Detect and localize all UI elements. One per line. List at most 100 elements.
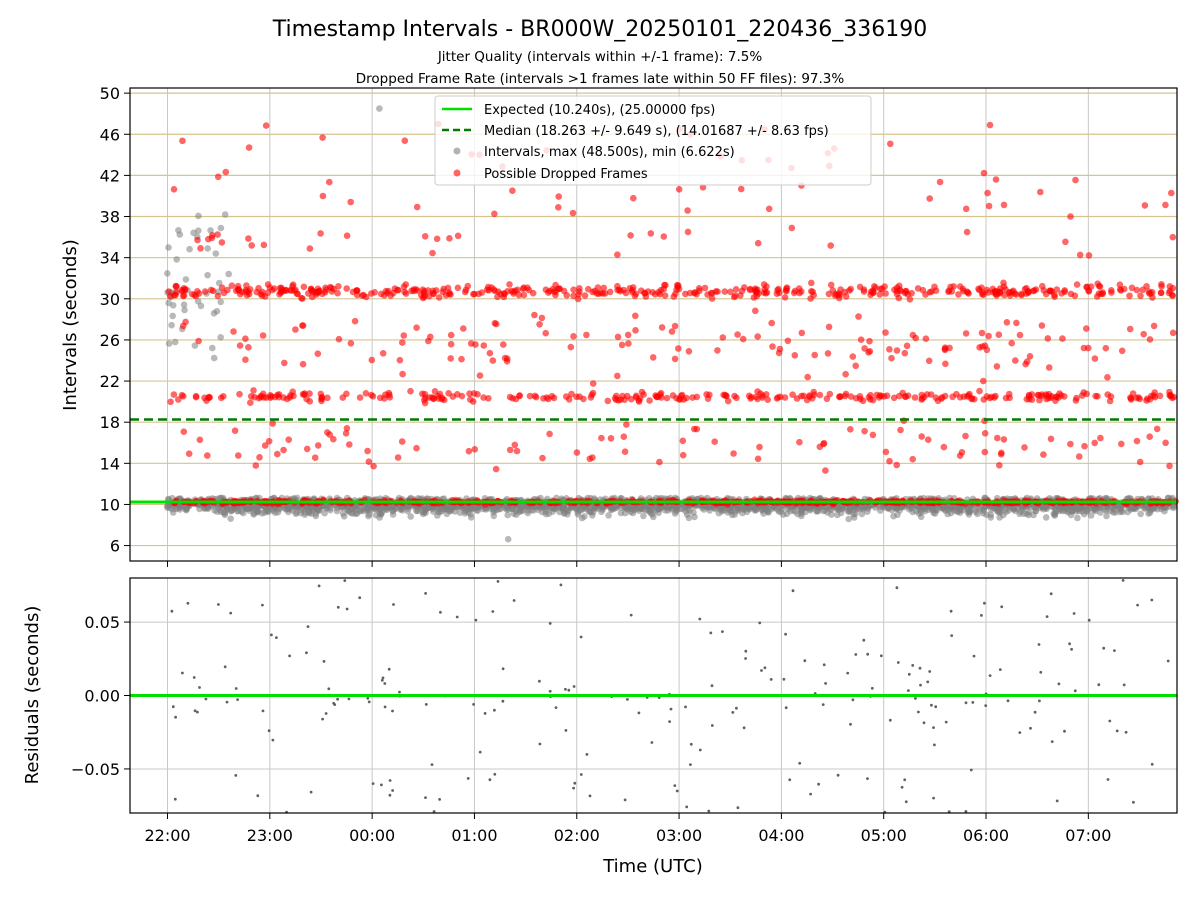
interval-point bbox=[828, 511, 835, 518]
dropped-frame-point bbox=[536, 321, 543, 328]
dropped-frame-point bbox=[242, 335, 249, 343]
legend-intervals-label: Intervals, max (48.500s), min (6.622s) bbox=[484, 145, 735, 160]
dropped-frame-point bbox=[1096, 282, 1103, 290]
residual-point bbox=[424, 592, 427, 595]
residual-point bbox=[866, 652, 870, 656]
dropped-frame-point bbox=[932, 394, 940, 402]
dropped-frame-point bbox=[526, 392, 534, 400]
dropped-frame-point bbox=[953, 390, 960, 398]
residual-point bbox=[317, 584, 321, 588]
dropped-frame-point bbox=[947, 283, 954, 291]
dropped-frame-point bbox=[280, 446, 287, 454]
residual-point bbox=[879, 654, 883, 658]
interval-point bbox=[182, 276, 190, 283]
dropped-frame-point bbox=[539, 454, 546, 462]
residual-point bbox=[784, 706, 788, 710]
residual-point bbox=[367, 700, 371, 704]
residual-point bbox=[930, 703, 933, 707]
dropped-frame-point bbox=[721, 288, 729, 295]
dropped-frame-point bbox=[306, 390, 313, 397]
dropped-frame-point bbox=[886, 457, 893, 465]
interval-point bbox=[589, 512, 596, 519]
dropped-frame-point bbox=[876, 291, 884, 298]
residual-point bbox=[836, 773, 840, 777]
residual-point bbox=[673, 784, 677, 787]
dropped-frame-point bbox=[1062, 238, 1069, 246]
dropped-frame-point bbox=[600, 284, 608, 292]
residual-point bbox=[803, 659, 807, 663]
dropped-frame-point bbox=[419, 286, 427, 294]
dropped-frame-point bbox=[995, 331, 1003, 339]
interval-point bbox=[1090, 505, 1098, 513]
interval-point bbox=[706, 507, 713, 514]
dropped-frame-point bbox=[365, 458, 373, 466]
residual-point bbox=[744, 649, 748, 653]
dropped-frame-point bbox=[586, 455, 594, 463]
dropped-frame-point bbox=[322, 286, 330, 294]
dropped-frame-point bbox=[684, 207, 691, 214]
dropped-frame-point bbox=[911, 394, 919, 401]
dropped-frame-point bbox=[282, 287, 290, 294]
dropped-frame-point bbox=[632, 312, 639, 320]
dropped-frame-point bbox=[191, 291, 198, 299]
dropped-frame-point bbox=[962, 330, 970, 337]
interval-point bbox=[965, 511, 973, 518]
residual-point bbox=[1006, 699, 1010, 703]
dropped-frame-point bbox=[471, 290, 478, 298]
dropped-frame-point bbox=[849, 353, 857, 360]
residual-point bbox=[391, 709, 394, 713]
interval-point bbox=[1025, 511, 1032, 519]
residual-point bbox=[964, 701, 968, 705]
residual-point bbox=[1018, 731, 1022, 734]
dropped-frame-point bbox=[266, 284, 274, 291]
residual-point bbox=[817, 782, 820, 786]
dropped-frame-point bbox=[362, 390, 370, 397]
dropped-frame-point bbox=[421, 292, 429, 299]
dropped-frame-point bbox=[709, 290, 716, 297]
intervals-y-tick-label: 42 bbox=[100, 166, 120, 185]
dropped-frame-point bbox=[980, 377, 987, 385]
dropped-frame-point bbox=[789, 391, 796, 399]
dropped-frame-point bbox=[181, 286, 189, 294]
dropped-frame-point bbox=[986, 121, 994, 129]
dropped-frame-point bbox=[842, 293, 850, 300]
dropped-frame-point bbox=[941, 346, 949, 354]
dropped-frame-point bbox=[194, 236, 201, 244]
dropped-frame-point bbox=[1040, 451, 1047, 458]
dropped-frame-point bbox=[335, 335, 343, 343]
dropped-frame-point bbox=[574, 295, 582, 303]
residual-point bbox=[888, 718, 892, 722]
dropped-frame-point bbox=[568, 390, 575, 398]
dropped-frame-point bbox=[511, 441, 519, 449]
interval-point bbox=[168, 321, 175, 329]
dropped-frame-point bbox=[733, 394, 740, 402]
dropped-frame-point bbox=[1133, 286, 1141, 294]
residual-point bbox=[192, 676, 196, 679]
residual-point bbox=[1124, 730, 1128, 734]
dropped-frame-point bbox=[461, 288, 469, 296]
dropped-frame-point bbox=[595, 290, 602, 298]
dropped-frame-point bbox=[691, 289, 699, 296]
dropped-frame-point bbox=[236, 390, 243, 398]
dropped-frame-point bbox=[446, 235, 453, 242]
interval-point bbox=[490, 512, 498, 520]
interval-point bbox=[300, 505, 307, 513]
residual-point bbox=[171, 705, 175, 709]
residual-point bbox=[1132, 800, 1135, 804]
dropped-frame-point bbox=[711, 438, 718, 446]
dropped-frame-point bbox=[195, 337, 202, 345]
residual-point bbox=[567, 688, 571, 692]
dropped-frame-point bbox=[480, 394, 487, 401]
residual-point bbox=[261, 709, 265, 713]
interval-point bbox=[1042, 514, 1050, 521]
interval-point bbox=[1002, 508, 1010, 516]
dropped-frame-point bbox=[569, 209, 577, 217]
dropped-frame-point bbox=[826, 390, 834, 398]
dropped-frame-point bbox=[719, 334, 727, 341]
dropped-frame-point bbox=[381, 395, 388, 402]
dropped-frame-point bbox=[922, 335, 930, 343]
residual-point bbox=[791, 589, 795, 593]
interval-point bbox=[728, 511, 736, 519]
intervals-y-tick-label: 30 bbox=[100, 290, 120, 309]
